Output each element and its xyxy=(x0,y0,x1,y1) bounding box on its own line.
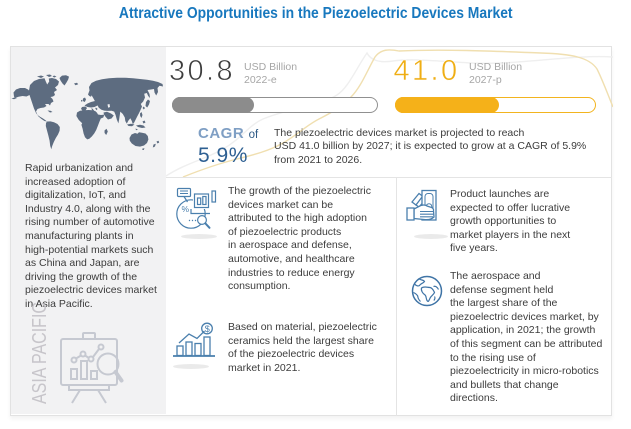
svg-text:$: $ xyxy=(205,324,210,334)
svg-text:%: % xyxy=(182,204,190,214)
